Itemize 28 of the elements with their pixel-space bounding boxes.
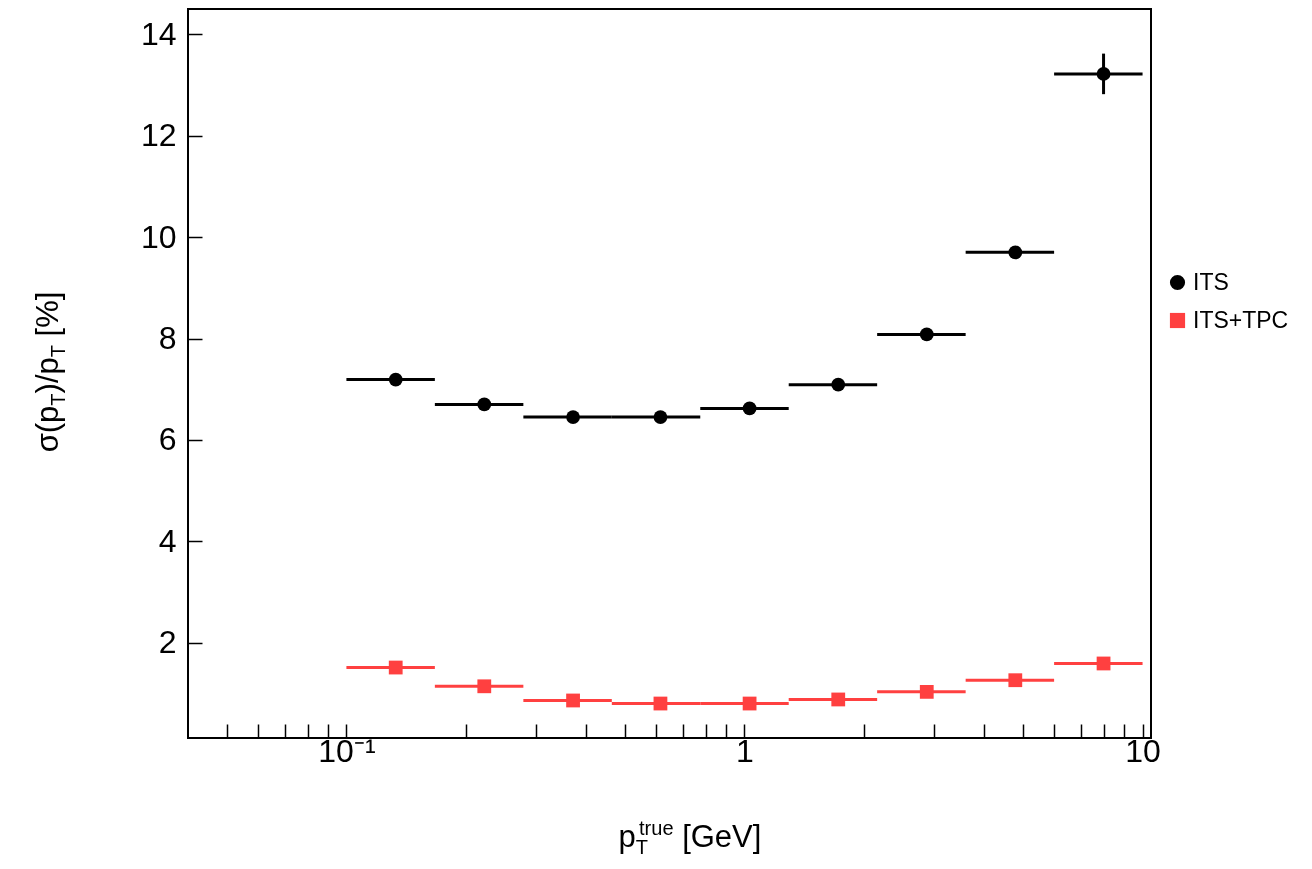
point: [831, 377, 846, 392]
point: [566, 693, 580, 708]
x-axis-title: p$_{T}$$^{true}$ [GeV]: [618, 817, 762, 859]
y-tick-label: 2: [158, 624, 177, 661]
legend-label: ITS+TPC: [1193, 306, 1289, 333]
point: [919, 327, 934, 342]
point: [919, 684, 934, 699]
point: [388, 660, 403, 675]
y-tick-label: 12: [140, 117, 177, 154]
y-tick-label: 14: [140, 15, 177, 52]
x-tick-label: 10⁻¹: [318, 732, 376, 769]
point: [1096, 67, 1111, 81]
y-tick-label: 6: [158, 421, 177, 458]
point: [477, 397, 492, 412]
point: [566, 410, 580, 424]
point: [1008, 673, 1023, 688]
y-tick-label: 8: [158, 320, 177, 357]
x-tick-label: 1: [736, 732, 754, 769]
point: [831, 692, 846, 707]
point: [742, 401, 757, 416]
y-tick-label: 10: [140, 218, 177, 255]
x-tick-label: 10: [1125, 732, 1161, 769]
point: [477, 679, 492, 694]
point: [388, 372, 403, 387]
point: [1008, 245, 1023, 260]
legend-label: ITS: [1193, 268, 1229, 295]
point: [653, 410, 668, 424]
y-tick-label: 4: [158, 522, 177, 559]
